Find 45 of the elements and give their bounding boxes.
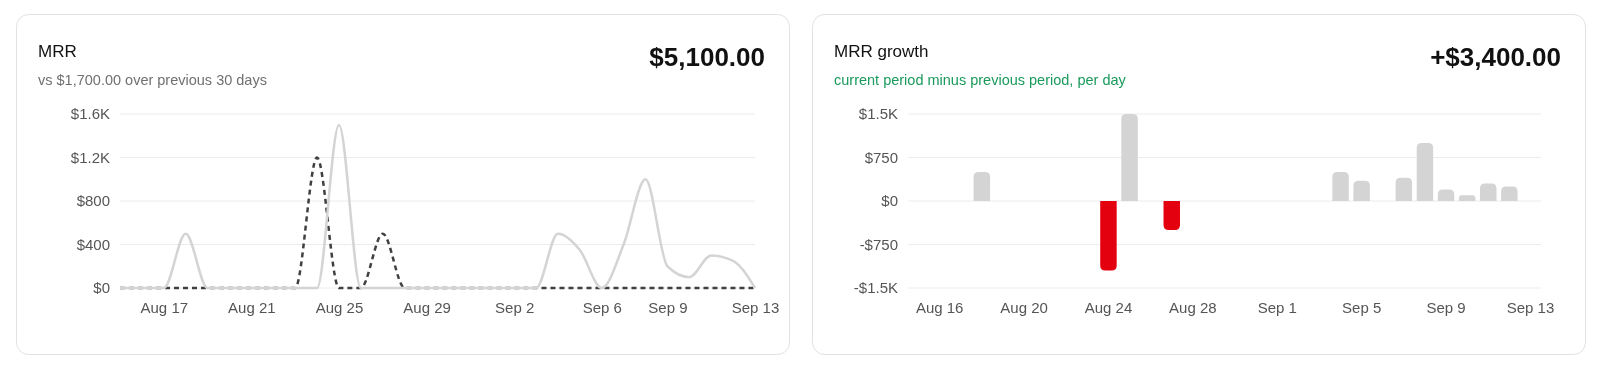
bar [1353,180,1370,201]
chart-title: MRR [38,42,77,61]
bar [1395,177,1413,201]
bar [1121,114,1138,201]
y-tick-label: $0 [881,192,898,210]
y-tick-label: -$1.5K [853,279,898,297]
text: $5,100.00 [649,42,765,72]
x-tick-label: Aug 28 [1169,298,1217,316]
bar [1480,183,1497,201]
x-tick-label: Sep 9 [1426,298,1466,316]
bar [973,172,991,201]
chart-subtitle: current period minus previous period, per day [834,72,1127,88]
chart-subtitle: vs $1,700.00 over previous 30 days [38,72,267,88]
bar [1100,201,1117,271]
y-tick-label: $0 [93,279,110,297]
x-tick-label: Sep 1 [1257,298,1297,316]
x-tick-label: Sep 6 [582,298,622,316]
bar [1501,186,1518,201]
bar [1332,172,1349,201]
x-tick-label: Aug 21 [228,298,276,316]
text: +$3,400.00 [1430,42,1561,72]
y-tick-label: $800 [76,192,110,210]
x-tick-label: Sep 2 [495,298,535,316]
y-tick-label: $400 [76,235,110,253]
x-tick-label: Aug 25 [315,298,364,316]
chart-title: MRR growth [834,42,929,61]
x-tick-label: Aug 29 [403,298,451,316]
y-tick-label: -$750 [859,235,898,253]
x-tick-label: Aug 16 [915,298,964,316]
x-tick-label: Sep 13 [731,298,780,316]
line-series [118,123,757,290]
x-tick-label: Aug 24 [1084,298,1133,316]
y-tick-label: $1.5K [858,105,898,123]
x-tick-label: Sep 5 [1342,298,1382,316]
bar [1437,189,1455,201]
x-tick-label: Aug 17 [140,298,189,316]
y-tick-label: $750 [864,148,898,166]
x-tick-label: Sep 9 [648,298,688,316]
x-tick-label: Sep 13 [1506,298,1555,316]
bar [1416,143,1434,201]
bar [1163,201,1180,230]
bar [1458,195,1476,201]
y-tick-label: $1.2K [70,148,110,166]
y-tick-label: $1.6K [70,105,110,123]
x-tick-label: Aug 20 [1000,298,1048,316]
